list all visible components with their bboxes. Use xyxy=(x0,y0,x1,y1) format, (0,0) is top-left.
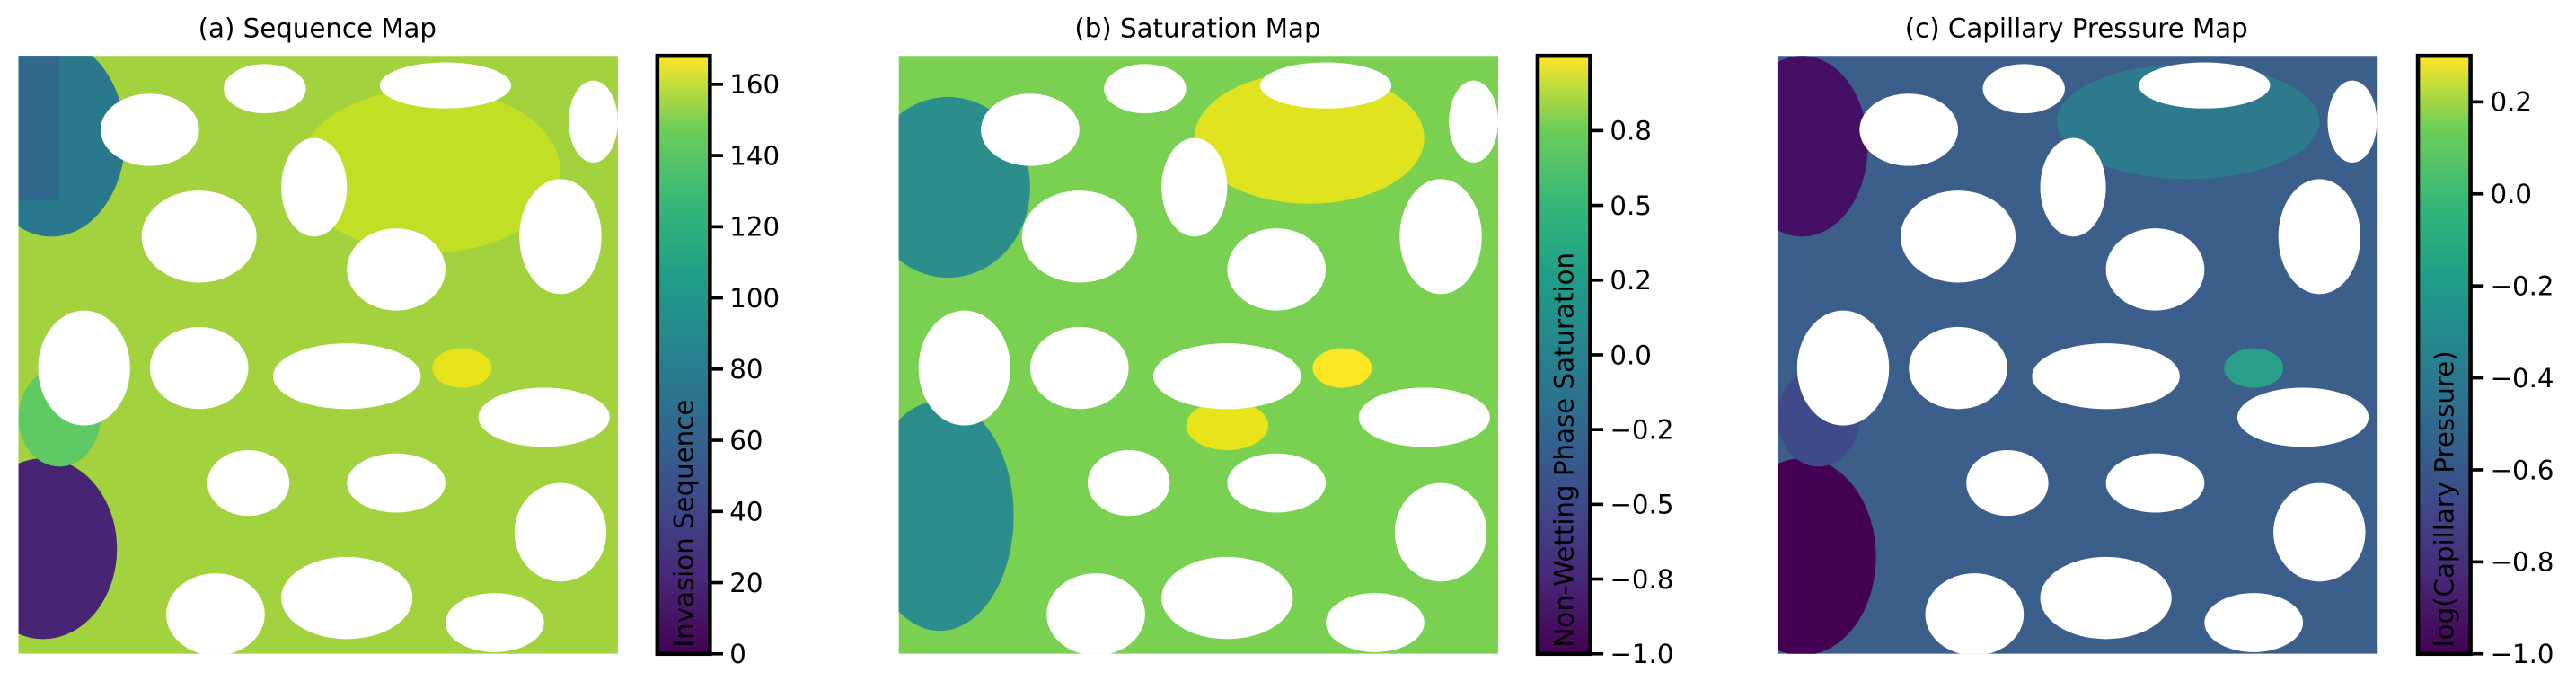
colorbar-tick-label: −0.2 xyxy=(2491,271,2554,302)
colorbar-tick-label: −0.5 xyxy=(1610,490,1673,520)
colorbar-tick-label: −0.8 xyxy=(2491,547,2554,578)
colorbar-tick-label: 100 xyxy=(729,283,780,314)
colorbar-tick-label: 140 xyxy=(729,140,780,171)
colorbar xyxy=(1537,56,1591,654)
colorbar-tick-label: 0.0 xyxy=(1610,340,1652,370)
colorbar-tick-label: −0.2 xyxy=(1610,415,1673,446)
colorbar-tick-label: 0 xyxy=(729,639,746,669)
colorbar-tick-label: 120 xyxy=(729,212,780,243)
map-a xyxy=(18,56,618,654)
colorbar-tick-label: 0.0 xyxy=(2491,179,2533,209)
chart-title: (b) Saturation Map xyxy=(1074,13,1320,43)
colorbar-label: log(Capillary Pressure) xyxy=(2430,350,2460,647)
colorbar xyxy=(657,56,710,654)
colorbar xyxy=(2418,56,2471,654)
colorbar-label: Non-Wetting Phase Saturation xyxy=(1549,252,1580,647)
colorbar-frame xyxy=(655,53,712,657)
colorbar-tick-label: 160 xyxy=(729,69,780,100)
colorbar-tick-label: 40 xyxy=(729,497,763,527)
colorbar-tick-label: 0.2 xyxy=(1610,265,1652,296)
colorbar-frame xyxy=(2415,53,2473,657)
map-b xyxy=(898,56,1499,654)
colorbar-tick-label: 80 xyxy=(729,354,763,385)
colorbar-tick-label: 60 xyxy=(729,425,763,456)
colorbar-tick-label: 0.5 xyxy=(1610,190,1652,221)
colorbar-tick-label: −0.6 xyxy=(2491,455,2554,485)
colorbar-label: Invasion Sequence xyxy=(668,400,699,648)
colorbar-tick-label: −1.0 xyxy=(2491,639,2554,669)
colorbar-tick-label: −0.4 xyxy=(2491,363,2554,394)
chart-title: (c) Capillary Pressure Map xyxy=(1905,13,2248,43)
colorbar-tick-label: −1.0 xyxy=(1610,639,1673,669)
chart-title: (a) Sequence Map xyxy=(198,13,437,43)
colorbar-tick-label: −0.8 xyxy=(1610,564,1673,595)
colorbar-tick-label: 0.8 xyxy=(1610,116,1652,146)
colorbar-tick-label: 20 xyxy=(729,568,763,598)
map-c xyxy=(1777,56,2378,654)
colorbar-tick-label: 0.2 xyxy=(2491,87,2533,118)
